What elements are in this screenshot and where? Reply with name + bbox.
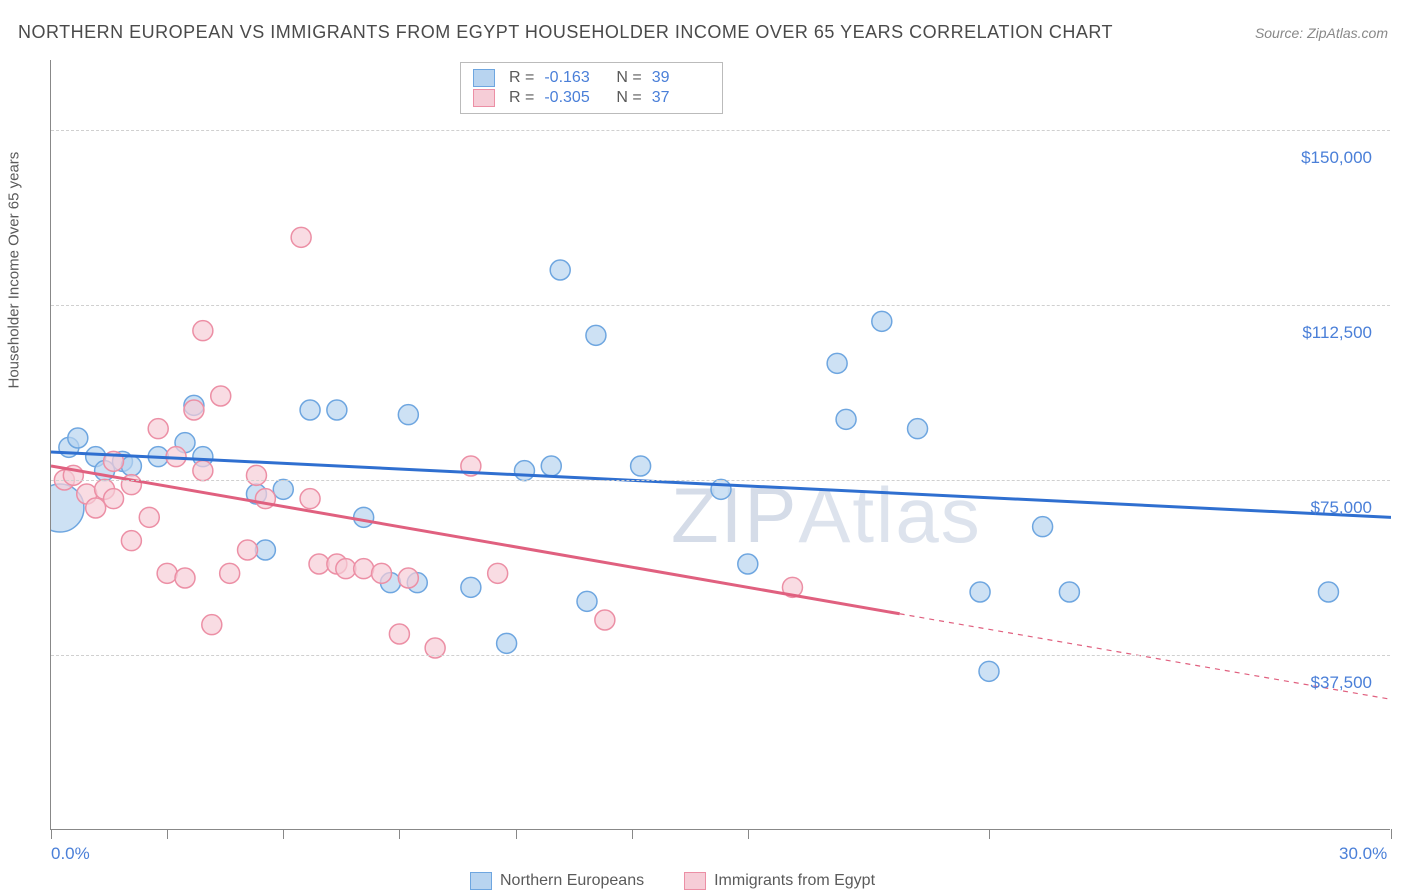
x-tick-mark (283, 829, 284, 839)
y-axis-label: Householder Income Over 65 years (6, 152, 23, 389)
gridline-h (51, 130, 1390, 131)
gridline-h (51, 305, 1390, 306)
r-value-series-0: -0.163 (544, 69, 602, 87)
x-tick-mark (51, 829, 52, 839)
legend-item-series-0: Northern Europeans (470, 872, 644, 890)
stats-row-series-1: R = -0.305 N = 37 (473, 89, 710, 107)
y-tick-label: $37,500 (1311, 673, 1372, 693)
title-bar: NORTHERN EUROPEAN VS IMMIGRANTS FROM EGY… (18, 22, 1388, 43)
swatch-series-0 (470, 872, 492, 890)
x-tick-mark (167, 829, 168, 839)
x-tick-mark (632, 829, 633, 839)
chart-svg (51, 60, 1391, 830)
r-label: R = (509, 69, 534, 87)
y-tick-label: $112,500 (1302, 323, 1372, 343)
bottom-legend: Northern Europeans Immigrants from Egypt (470, 872, 875, 890)
swatch-series-0 (473, 69, 495, 87)
x-tick-mark (1391, 829, 1392, 839)
n-label: N = (616, 89, 641, 107)
watermark-light: Atlas (798, 471, 981, 559)
y-tick-label: $75,000 (1311, 498, 1372, 518)
x-tick-mark (989, 829, 990, 839)
source-label: Source: ZipAtlas.com (1255, 25, 1388, 41)
r-value-series-1: -0.305 (544, 89, 602, 107)
y-tick-label: $150,000 (1301, 148, 1372, 168)
x-tick-mark (399, 829, 400, 839)
n-label: N = (616, 69, 641, 87)
gridline-h (51, 655, 1390, 656)
x-tick-mark (516, 829, 517, 839)
chart-title: NORTHERN EUROPEAN VS IMMIGRANTS FROM EGY… (18, 22, 1113, 43)
watermark-bold: ZIP (671, 471, 798, 559)
legend-label-series-0: Northern Europeans (500, 872, 644, 890)
r-label: R = (509, 89, 534, 107)
watermark: ZIPAtlas (671, 470, 982, 561)
n-value-series-0: 39 (652, 69, 710, 87)
x-tick-label: 0.0% (51, 844, 90, 864)
gridline-h (51, 480, 1390, 481)
stats-legend-box: R = -0.163 N = 39 R = -0.305 N = 37 (460, 62, 723, 114)
legend-label-series-1: Immigrants from Egypt (714, 872, 875, 890)
plot-area: ZIPAtlas $37,500$75,000$112,500$150,0000… (50, 60, 1390, 830)
swatch-series-1 (684, 872, 706, 890)
legend-item-series-1: Immigrants from Egypt (684, 872, 875, 890)
swatch-series-1 (473, 89, 495, 107)
stats-row-series-0: R = -0.163 N = 39 (473, 69, 710, 87)
x-tick-mark (748, 829, 749, 839)
x-tick-label: 30.0% (1339, 844, 1387, 864)
n-value-series-1: 37 (652, 89, 710, 107)
